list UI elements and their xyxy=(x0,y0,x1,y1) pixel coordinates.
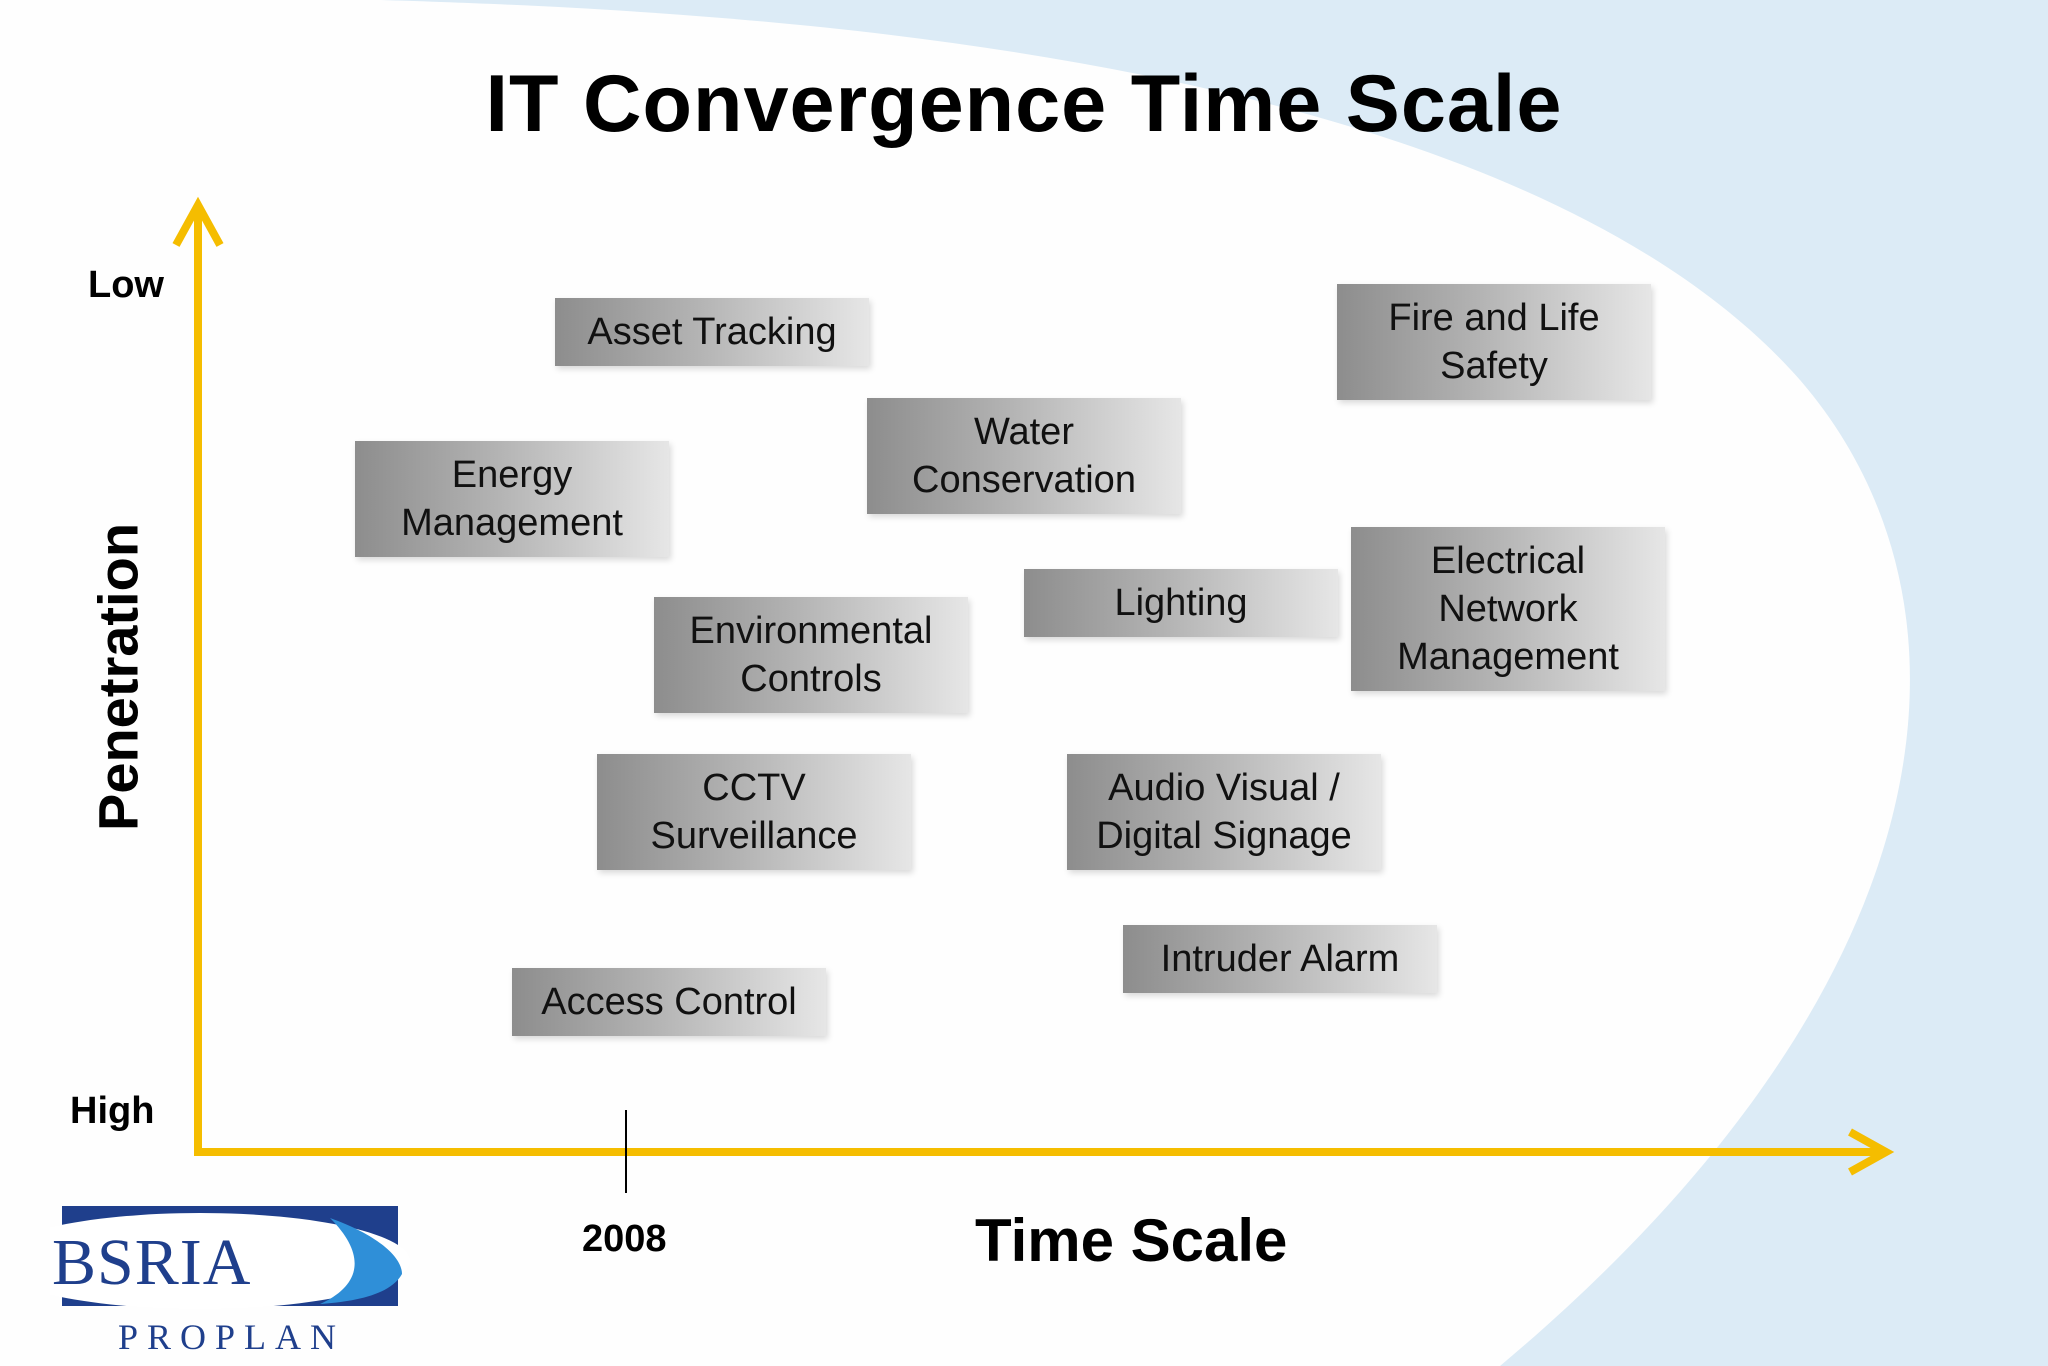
item-cctv-surveillance: CCTV Surveillance xyxy=(597,754,911,870)
bsria-proplan-logo: BSRIA PROPLAN xyxy=(50,1206,410,1356)
x-axis-title: Time Scale xyxy=(975,1207,1288,1274)
item-water-conservation: Water Conservation xyxy=(867,398,1181,514)
y-axis-low-label: Low xyxy=(88,264,164,306)
item-electrical-network-management: Electrical Network Management xyxy=(1351,527,1665,691)
item-access-control: Access Control xyxy=(512,968,826,1036)
page-title: IT Convergence Time Scale xyxy=(485,59,1563,149)
svg-text:BSRIA: BSRIA xyxy=(52,1226,251,1299)
y-axis-title: Penetration xyxy=(86,522,150,832)
svg-text:PROPLAN: PROPLAN xyxy=(118,1317,345,1356)
item-lighting: Lighting xyxy=(1024,569,1338,637)
item-intruder-alarm: Intruder Alarm xyxy=(1123,925,1437,993)
x-axis-year-marker: 2008 xyxy=(582,1218,667,1260)
item-fire-and-life-safety: Fire and Life Safety xyxy=(1337,284,1651,400)
item-audio-visual-digital-signage: Audio Visual / Digital Signage xyxy=(1067,754,1381,870)
item-environmental-controls: Environmental Controls xyxy=(654,597,968,713)
item-asset-tracking: Asset Tracking xyxy=(555,298,869,366)
item-energy-management: Energy Management xyxy=(355,441,669,557)
y-axis-high-label: High xyxy=(70,1090,155,1132)
